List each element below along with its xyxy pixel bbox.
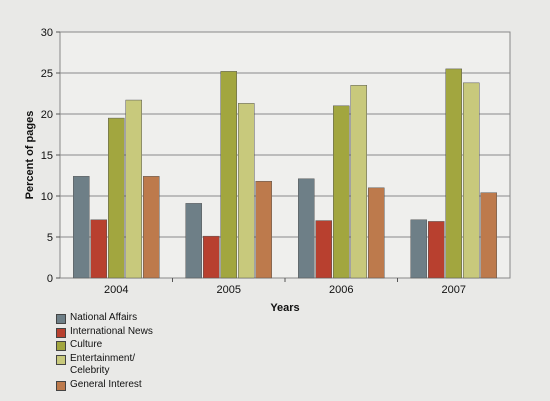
bar xyxy=(220,71,237,279)
legend-label: International News xyxy=(70,325,153,337)
legend-item: National Affairs xyxy=(56,312,153,325)
bar xyxy=(410,219,427,279)
legend-swatch xyxy=(56,327,66,338)
bar xyxy=(480,192,497,279)
bar xyxy=(108,117,125,279)
x-tick-label: 2005 xyxy=(217,284,241,296)
legend-swatch xyxy=(56,314,66,324)
legend-label: Culture xyxy=(70,339,103,350)
bar xyxy=(350,85,367,279)
legend-item: Entertainment/ Celebrity xyxy=(56,353,153,378)
y-axis-ticks: 0 5 10 15 20 25 30 xyxy=(41,27,60,285)
bar xyxy=(428,221,445,279)
bar xyxy=(143,176,160,279)
x-tick-label: 2006 xyxy=(329,284,353,296)
y-tick-label: 0 xyxy=(47,273,53,285)
legend-item: General Interest xyxy=(56,379,153,392)
legend-item: Culture xyxy=(56,339,153,352)
bar xyxy=(203,235,220,279)
bar xyxy=(185,203,202,279)
legend-label: National Affairs xyxy=(70,312,138,323)
legend-label: General Interest xyxy=(70,378,142,390)
bar xyxy=(333,105,350,279)
x-tick-label: 2007 xyxy=(442,284,466,296)
bar xyxy=(368,187,385,279)
legend: National Affairs International News Cultur… xyxy=(56,312,153,392)
x-axis-title: Years xyxy=(270,302,299,314)
x-axis-ticks: 2004 2005 2006 2007 xyxy=(104,278,466,296)
legend-label: Entertainment/ Celebrity xyxy=(70,352,136,377)
bar xyxy=(463,82,480,279)
y-tick-label: 25 xyxy=(41,68,53,80)
bar xyxy=(298,178,315,279)
y-axis-title: Percent of pages xyxy=(24,111,36,200)
x-tick-label: 2004 xyxy=(104,284,128,296)
bar xyxy=(238,103,255,279)
bar xyxy=(255,180,272,279)
bar xyxy=(73,176,90,279)
bar xyxy=(125,99,142,279)
legend-swatch xyxy=(56,341,66,351)
y-tick-label: 30 xyxy=(41,27,53,39)
legend-swatch xyxy=(56,380,66,391)
bars xyxy=(73,68,497,279)
y-tick-label: 15 xyxy=(41,150,53,162)
y-tick-label: 5 xyxy=(47,232,53,244)
bar xyxy=(315,220,332,279)
y-tick-label: 20 xyxy=(41,109,53,121)
bar xyxy=(445,68,462,279)
y-tick-label: 10 xyxy=(41,191,53,203)
legend-item: International News xyxy=(56,326,153,339)
legend-swatch xyxy=(56,354,66,365)
bar xyxy=(90,219,107,279)
